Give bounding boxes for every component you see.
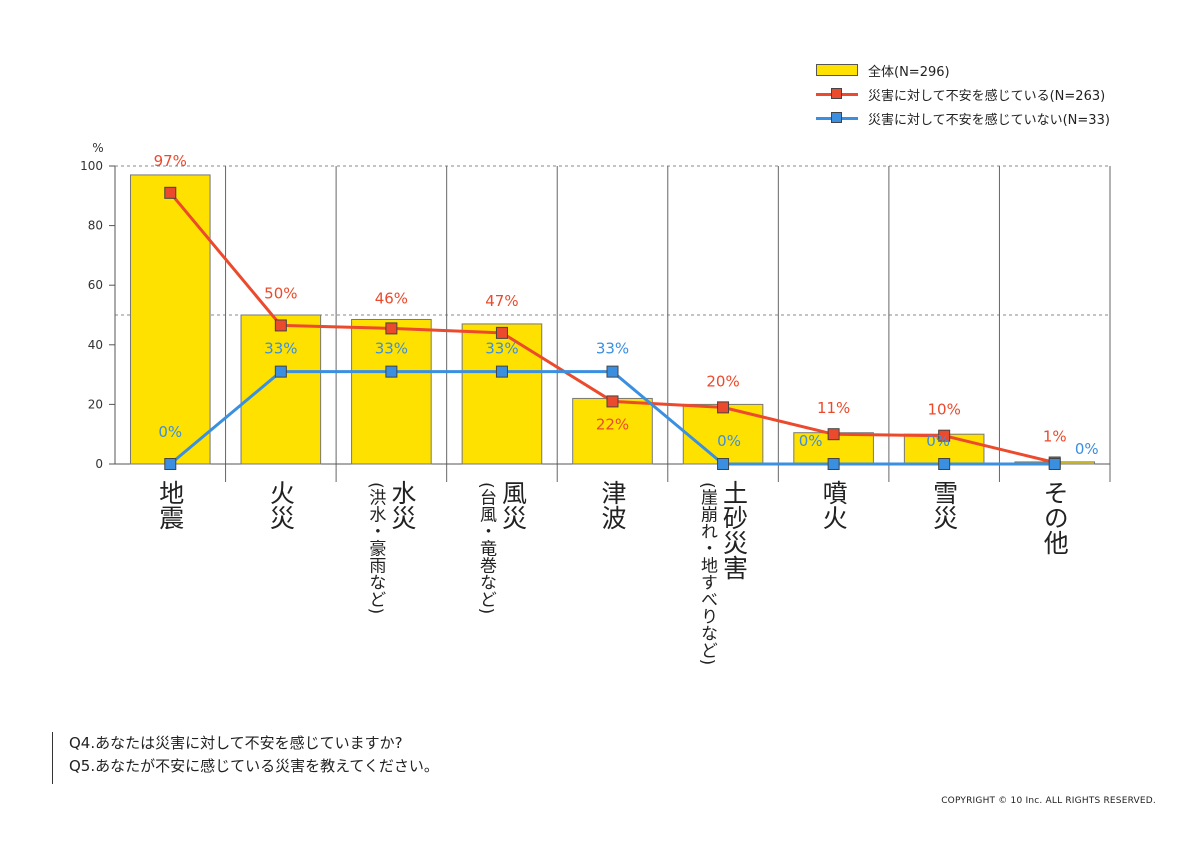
category-label: 津波 bbox=[598, 480, 627, 530]
legend-item-anxious: 災害に対して不安を感じている(N=263) bbox=[816, 82, 1110, 106]
point-marker bbox=[385, 365, 398, 378]
data-label: 10% bbox=[927, 401, 960, 419]
category-label: 地震 bbox=[156, 480, 185, 530]
data-label: 0% bbox=[799, 432, 823, 450]
question-q5: Q5.あなたが不安に感じている災害を教えてください。 bbox=[69, 757, 439, 775]
legend-item-not-anxious: 災害に対して不安を感じていない(N=33) bbox=[816, 106, 1110, 130]
legend-label-anxious: 災害に対して不安を感じている(N=263) bbox=[868, 88, 1106, 104]
data-label: 0% bbox=[158, 423, 182, 441]
question-q4: Q4.あなたは災害に対して不安を感じていますか? bbox=[69, 734, 403, 752]
legend-blue-line-swatch bbox=[816, 112, 858, 124]
point-marker bbox=[164, 186, 177, 199]
y-tick-label: 0 bbox=[95, 457, 103, 471]
data-label: 33% bbox=[264, 340, 297, 358]
point-marker bbox=[938, 429, 951, 442]
y-tick-label: 60 bbox=[88, 278, 103, 292]
data-label: 0% bbox=[1075, 440, 1099, 458]
bar bbox=[240, 314, 322, 465]
data-label: 47% bbox=[485, 292, 518, 310]
y-tick-label: 100 bbox=[80, 159, 103, 173]
point-marker bbox=[827, 428, 840, 441]
point-marker bbox=[717, 458, 730, 470]
y-tick-label: 40 bbox=[88, 338, 103, 352]
point-marker bbox=[495, 365, 508, 378]
point-marker bbox=[717, 401, 730, 414]
legend-bar-swatch bbox=[816, 64, 858, 76]
category-label: その他 bbox=[1040, 480, 1069, 555]
category-sublabel: (台風・竜巻など) bbox=[476, 482, 497, 614]
bar bbox=[461, 323, 543, 465]
point-marker bbox=[827, 458, 840, 470]
point-marker bbox=[385, 322, 398, 335]
legend-item-total: 全体(N=296) bbox=[816, 58, 1110, 82]
legend-label-total: 全体(N=296) bbox=[868, 64, 950, 80]
category-label: 噴火 bbox=[819, 480, 848, 530]
data-label: 33% bbox=[375, 340, 408, 358]
category-label: 雪災 bbox=[930, 480, 959, 530]
data-label: 97% bbox=[154, 152, 187, 170]
category-label: 土砂災害 bbox=[720, 480, 749, 580]
point-marker bbox=[606, 365, 619, 378]
category-label: 風災 bbox=[498, 480, 527, 530]
question-box: Q4.あなたは災害に対して不安を感じていますか? Q5.あなたが不安に感じている… bbox=[52, 732, 439, 784]
data-label: 0% bbox=[926, 432, 950, 450]
point-marker bbox=[164, 458, 177, 470]
y-tick-label: 80 bbox=[88, 219, 103, 233]
legend-red-line-swatch bbox=[816, 88, 858, 100]
point-marker bbox=[1048, 458, 1061, 470]
legend: 全体(N=296) 災害に対して不安を感じている(N=263) 災害に対して不安… bbox=[816, 58, 1110, 130]
point-marker bbox=[606, 395, 619, 408]
bar bbox=[351, 318, 432, 465]
category-sublabel: (崖崩れ・地すべりなど) bbox=[697, 482, 718, 665]
point-marker bbox=[495, 326, 508, 339]
data-label: 22% bbox=[596, 415, 629, 433]
point-marker bbox=[274, 319, 287, 332]
data-label: 0% bbox=[717, 432, 741, 450]
bar bbox=[129, 174, 211, 465]
data-label: 50% bbox=[264, 284, 297, 302]
data-label: 11% bbox=[817, 399, 850, 417]
data-label: 33% bbox=[485, 340, 518, 358]
data-label: 1% bbox=[1043, 428, 1067, 446]
point-marker bbox=[274, 365, 287, 378]
point-marker bbox=[938, 458, 951, 470]
y-tick-label: 20 bbox=[88, 397, 103, 411]
data-label: 20% bbox=[706, 372, 739, 390]
category-sublabel: (洪水・豪雨など) bbox=[365, 482, 386, 614]
bar bbox=[572, 397, 653, 465]
y-unit-label: % bbox=[92, 141, 103, 155]
data-label: 33% bbox=[596, 340, 629, 358]
legend-label-not-anxious: 災害に対して不安を感じていない(N=33) bbox=[868, 112, 1110, 128]
copyright: COPYRIGHT © 10 Inc. ALL RIGHTS RESERVED. bbox=[941, 796, 1156, 806]
data-label: 46% bbox=[375, 289, 408, 307]
category-label: 水災 bbox=[388, 480, 417, 530]
category-label: 火災 bbox=[266, 480, 295, 530]
